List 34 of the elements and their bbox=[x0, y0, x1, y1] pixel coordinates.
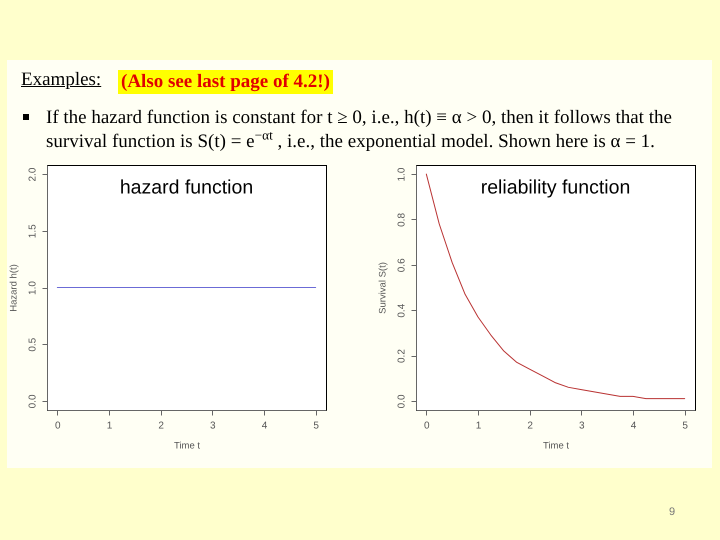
y-tick-label: 0.6 bbox=[396, 258, 408, 272]
y-tick-label: 0.4 bbox=[396, 303, 408, 318]
x-tick-label: 2 bbox=[158, 420, 164, 432]
y-tick-label: 0.0 bbox=[28, 394, 38, 408]
y-axis-title: Hazard h(t) bbox=[8, 264, 20, 312]
x-tick-label: 5 bbox=[682, 420, 688, 432]
y-axis-title: Survival S(t) bbox=[378, 262, 388, 314]
text: If the hazard function is constant for t ≥ 0, i.e., h(t) ≡ α > 0, then it follows that the survival function is S(t) = e$^{−αt}$ , i.e., the exponential model. Shown here is α = 1. bbox=[46, 106, 673, 154]
x-tick-label: 0 bbox=[424, 420, 430, 432]
text: Examples: bbox=[21, 69, 102, 91]
y-tick-label: 0.8 bbox=[396, 212, 408, 227]
x-tick-label: 3 bbox=[579, 420, 586, 432]
x-axis-title: Time t bbox=[542, 440, 570, 452]
line-series bbox=[426, 174, 686, 400]
y-tick-label: 0.0 bbox=[396, 394, 408, 408]
y-tick-label: 0.2 bbox=[396, 348, 408, 364]
x-tick-label: 4 bbox=[630, 420, 637, 432]
x-tick-label: 5 bbox=[313, 420, 320, 432]
x-axis-title: Time t bbox=[174, 440, 200, 452]
y-tick-label: 1.0 bbox=[28, 280, 38, 295]
x-tick-label: 1 bbox=[106, 420, 113, 432]
x-tick-label: 4 bbox=[262, 420, 268, 432]
y-tick-label: 2.0 bbox=[28, 167, 38, 182]
text: 9 bbox=[669, 506, 676, 518]
y-tick-label: 1.0 bbox=[396, 167, 408, 182]
y-tick-label: 0.5 bbox=[28, 337, 38, 352]
y-tick-label: 1.5 bbox=[28, 224, 38, 238]
x-tick-label: 3 bbox=[210, 420, 216, 432]
text: reliability function bbox=[480, 176, 630, 198]
x-tick-label: 0 bbox=[55, 420, 62, 432]
text: (Also see last page of 4.2!) bbox=[118, 70, 333, 94]
x-tick-label: 2 bbox=[527, 420, 534, 432]
text: hazard function bbox=[120, 176, 254, 198]
x-tick-label: 1 bbox=[476, 420, 482, 432]
